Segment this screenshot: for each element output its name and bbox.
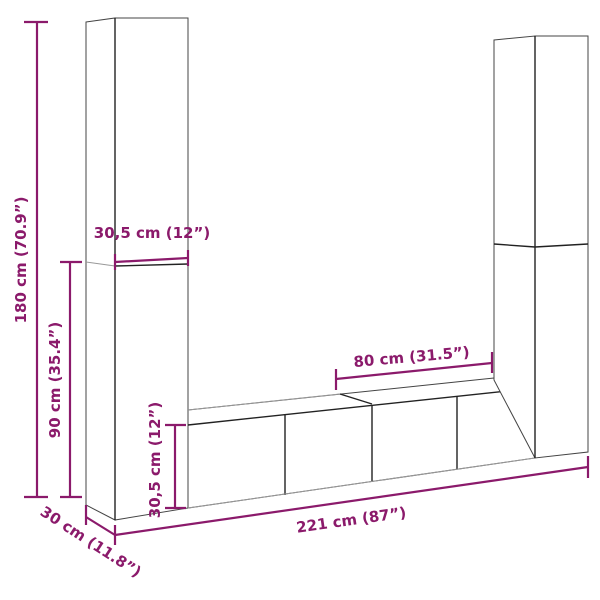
total-width-label: 221 cm (87”)	[295, 503, 407, 536]
lower-tower-height-label: 90 cm (35.4”)	[46, 322, 64, 438]
tower-width-label: 30,5 cm (12”)	[94, 224, 210, 242]
left-tower	[85, 17, 189, 521]
low-unit-height-label: 30,5 cm (12”)	[146, 402, 164, 518]
total-height-label: 180 cm (70.9”)	[12, 197, 30, 324]
low-cabinets	[187, 377, 536, 509]
dimension-lines	[24, 20, 590, 545]
right-tower	[493, 35, 589, 459]
